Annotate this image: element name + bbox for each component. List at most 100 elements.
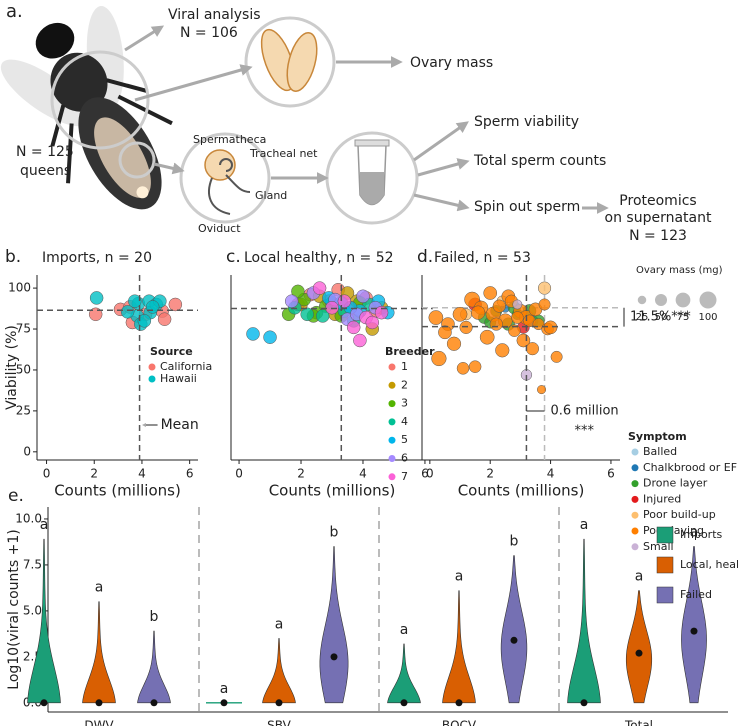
x-tick-label: BQCV: [442, 719, 477, 726]
significance-letter: b: [510, 534, 519, 550]
legend-label: 2: [401, 378, 408, 391]
diagram-text: Spin out sperm: [474, 199, 580, 215]
significance-letter: b: [330, 525, 339, 541]
panel-a: a. Viral analysis N = 106 Ovary mass N =…: [0, 1, 712, 244]
legend-title: Breeder: [385, 345, 435, 358]
annotation: ***: [575, 424, 595, 439]
violin: [500, 555, 528, 704]
median-dot: [40, 699, 48, 707]
y-axis-label: Viability (%): [4, 325, 20, 410]
point: [492, 299, 506, 313]
diagram-text: Gland: [255, 189, 287, 202]
legend-label: California: [160, 360, 212, 373]
point: [120, 305, 135, 319]
point: [471, 305, 486, 320]
legend-label: Drone layer: [643, 477, 708, 490]
diagram-text: Sperm viability: [474, 114, 579, 130]
size-legend-title: Ovary mass (mg): [636, 265, 723, 276]
legend-swatch: [631, 543, 639, 551]
panel-label: a.: [6, 1, 23, 22]
point: [508, 324, 521, 337]
y-tick-label: 0: [23, 444, 31, 458]
legend-title: Symptom: [628, 430, 687, 443]
panel-label: e.: [8, 486, 24, 506]
point: [128, 294, 142, 308]
point: [263, 330, 277, 344]
legend-swatch: [631, 511, 639, 519]
point: [456, 362, 470, 375]
legend-label: Local, healthy: [680, 558, 738, 571]
point: [168, 297, 183, 312]
x-axis-label: Counts (millions): [458, 482, 585, 500]
median-dot: [275, 699, 283, 707]
legend-swatch: [656, 586, 674, 604]
y-tick-label: 7.5: [23, 557, 42, 571]
panel-label: d.: [417, 247, 433, 267]
legend-swatch: [148, 375, 156, 383]
diagram-text: N = 125: [16, 144, 74, 160]
point: [337, 294, 352, 308]
point: [512, 299, 523, 310]
x-axis-label: Counts (millions): [269, 482, 396, 500]
x-tick-label: 4: [138, 467, 146, 481]
violin: [442, 590, 476, 704]
violin: [625, 590, 653, 704]
point: [468, 360, 482, 373]
diagram-text: Oviduct: [198, 222, 241, 235]
x-tick-label: 6: [421, 467, 429, 481]
legend-swatch: [656, 526, 674, 544]
median-dot: [220, 699, 228, 707]
size-legend-mark: [654, 293, 668, 307]
point: [483, 286, 498, 300]
point: [300, 307, 314, 322]
legend-label: 3: [401, 397, 408, 410]
legend-swatch: [388, 436, 396, 444]
point: [365, 315, 380, 330]
legend-swatch: [148, 363, 156, 371]
x-tick-label: 6: [607, 467, 615, 481]
size-legend-label: 75: [677, 312, 690, 323]
legend-swatch: [388, 455, 396, 462]
x-tick-label: 2: [297, 467, 305, 481]
point: [89, 291, 104, 305]
point: [495, 343, 510, 358]
significance-letter: a: [275, 616, 284, 632]
legend-label: 1: [401, 360, 408, 373]
size-legend-label: 25: [636, 312, 649, 323]
point: [543, 320, 558, 335]
significance-letter: a: [580, 517, 589, 533]
diagram-text: queens: [20, 163, 71, 179]
median-dot: [455, 699, 463, 707]
median-dot: [690, 627, 698, 635]
legend-swatch: [388, 418, 396, 426]
legend-label: 5: [401, 433, 408, 446]
x-tick-label: 2: [90, 467, 98, 481]
x-axis-label: Counts (millions): [54, 482, 181, 500]
legend-swatch: [388, 473, 396, 481]
legend-swatch: [388, 400, 396, 408]
point: [353, 333, 367, 348]
panel-label: b.: [5, 247, 21, 267]
legend-swatch: [388, 363, 396, 371]
significance-letter: a: [455, 569, 464, 585]
diagram-text: N = 106: [180, 25, 238, 41]
y-tick-label: 10.0: [15, 511, 42, 525]
diagram-text: Ovary mass: [410, 55, 493, 71]
point: [489, 317, 503, 331]
panel-label: c.: [226, 247, 241, 267]
median-dot: [330, 653, 338, 661]
legend-label: Poor build-up: [643, 508, 716, 521]
point: [346, 320, 361, 335]
x-tick-label: 0: [235, 467, 243, 481]
point: [438, 325, 452, 340]
point: [291, 284, 305, 299]
violin: [681, 546, 707, 704]
legend-label: Chalkbrood or EFB: [643, 461, 738, 474]
point: [88, 307, 103, 322]
point: [459, 320, 473, 334]
median-dot: [150, 699, 158, 707]
legend-label: Hawaii: [160, 372, 197, 385]
x-tick-label: 4: [547, 467, 555, 481]
diagram-text: Spermatheca: [193, 133, 266, 146]
point: [550, 350, 563, 363]
